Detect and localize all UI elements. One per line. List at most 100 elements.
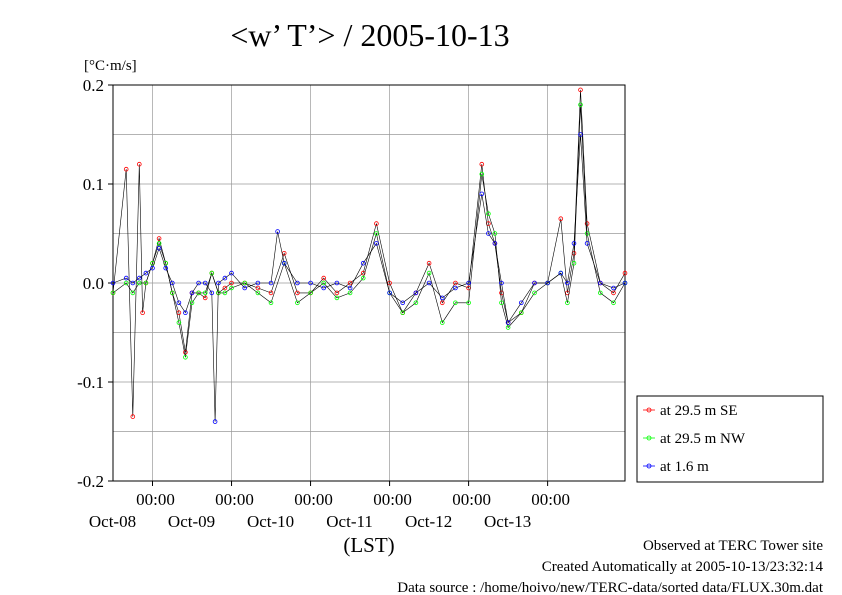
- data-point: [584, 221, 590, 226]
- data-point: [486, 211, 491, 217]
- y-axis-ticks: 0.2 0.1 0.0 -0.1 -0.2: [77, 76, 113, 491]
- data-point: [479, 191, 485, 197]
- footer-created: Created Automatically at 2005-10-13/23:3…: [542, 559, 824, 575]
- data-point: [308, 280, 313, 286]
- data-point: [611, 300, 616, 306]
- y-tick-label: 0.2: [83, 76, 104, 95]
- data-point: [176, 320, 182, 325]
- data-point: [183, 354, 188, 360]
- legend-box: [636, 395, 824, 483]
- series-line: [112, 134, 626, 422]
- data-point: [202, 280, 208, 286]
- data-point: [479, 161, 485, 167]
- data-point: [242, 285, 248, 291]
- legend-label: at 29.5 m NW: [660, 431, 746, 447]
- legend-label: at 29.5 m SE: [660, 403, 738, 419]
- data-point: [130, 414, 136, 419]
- data-point: [426, 270, 432, 276]
- x-tick-time-label: 00:00: [215, 490, 254, 509]
- data-point: [360, 270, 366, 276]
- data-point: [466, 300, 471, 306]
- data-point: [156, 241, 162, 246]
- data-point: [466, 280, 471, 286]
- data-point: [347, 290, 353, 296]
- data-point: [518, 300, 524, 306]
- legend-swatch-marker: [646, 407, 652, 413]
- data-point: [275, 229, 280, 234]
- data-point: [360, 275, 366, 281]
- data-point: [255, 285, 261, 291]
- x-tick-time-label: 00:00: [531, 490, 570, 509]
- data-point: [622, 280, 628, 286]
- data-point: [334, 280, 340, 286]
- data-point: [196, 290, 201, 296]
- data-point: [597, 290, 603, 296]
- data-point: [518, 310, 524, 316]
- x-tick-date-label: Oct-12: [405, 512, 452, 531]
- series-layer: [110, 87, 628, 424]
- data-point: [189, 300, 195, 306]
- data-point: [268, 290, 274, 296]
- data-point: [426, 260, 432, 266]
- data-point: [170, 290, 175, 296]
- data-point: [295, 300, 300, 306]
- data-point: [347, 280, 353, 286]
- data-point: [453, 300, 458, 306]
- data-point: [578, 87, 583, 93]
- data-point: [140, 310, 145, 316]
- data-point: [347, 285, 353, 291]
- data-point: [255, 290, 261, 296]
- data-point: [156, 236, 162, 241]
- data-point: [439, 320, 445, 325]
- data-point: [295, 280, 300, 286]
- data-point: [565, 280, 570, 286]
- data-point: [622, 270, 628, 276]
- x-tick-date-label: Oct-13: [484, 512, 531, 531]
- data-point: [413, 290, 419, 296]
- data-point: [216, 280, 221, 286]
- data-point: [110, 290, 116, 296]
- data-point: [150, 265, 155, 271]
- data-point: [143, 280, 149, 286]
- data-point: [453, 280, 458, 286]
- x-tick-time-label: 00:00: [373, 490, 412, 509]
- data-point: [578, 132, 583, 137]
- data-point: [413, 300, 419, 306]
- data-point: [571, 241, 577, 246]
- data-point: [479, 171, 485, 177]
- data-point: [505, 325, 511, 330]
- data-point: [499, 280, 504, 286]
- series-line: [112, 89, 626, 417]
- series-line: [112, 104, 626, 358]
- data-point: [374, 221, 379, 226]
- y-axis-unit-label: [°C·m/s]: [84, 58, 137, 74]
- data-point: [321, 275, 327, 281]
- x-tick-time-label: 00:00: [452, 490, 491, 509]
- data-point: [360, 260, 366, 266]
- chart-title: <w’ T’> / 2005-10-13: [230, 17, 509, 53]
- data-point: [212, 419, 218, 424]
- data-point: [202, 290, 208, 296]
- data-point: [439, 295, 445, 301]
- data-point: [255, 280, 261, 286]
- data-point: [130, 280, 136, 286]
- data-point: [334, 295, 340, 301]
- data-point: [486, 231, 491, 236]
- data-point: [374, 241, 379, 246]
- data-point: [222, 290, 228, 296]
- data-point: [143, 270, 149, 276]
- y-tick-label: 0.0: [83, 274, 104, 293]
- data-point: [229, 270, 234, 276]
- y-tick-label: 0.1: [83, 175, 104, 194]
- data-point: [321, 280, 327, 286]
- legend-swatch-marker: [646, 463, 652, 469]
- data-point: [387, 290, 392, 296]
- data-point: [308, 290, 313, 296]
- footer-observed: Observed at TERC Tower site: [643, 538, 823, 554]
- data-point: [163, 265, 169, 271]
- x-tick-time-label: 00:00: [136, 490, 175, 509]
- data-point: [110, 280, 116, 286]
- data-point: [558, 216, 564, 222]
- data-point: [584, 241, 590, 246]
